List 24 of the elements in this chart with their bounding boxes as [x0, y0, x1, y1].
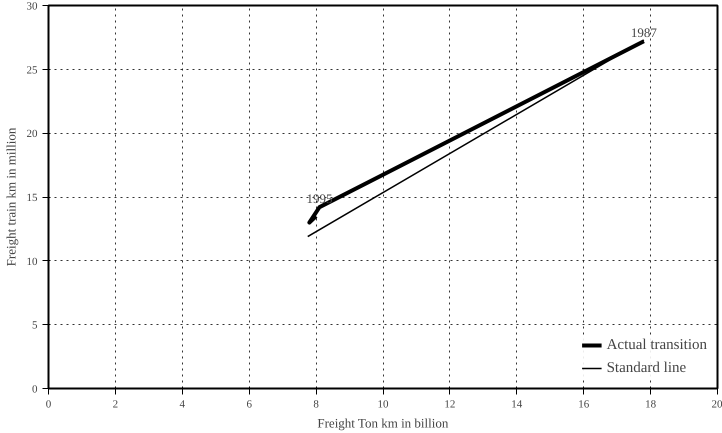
x-tick-label: 4: [180, 398, 186, 410]
x-tick-label: 20: [712, 398, 722, 410]
y-tick-label: 5: [32, 320, 38, 332]
y-tick-label: 25: [26, 64, 38, 76]
x-tick-label: 8: [313, 398, 320, 410]
y-tick-label: 0: [32, 384, 38, 396]
x-tick-label: 10: [378, 398, 389, 410]
legend-label: Standard line: [606, 360, 686, 376]
annotation: 1995: [306, 191, 332, 206]
x-tick-label: 14: [511, 398, 523, 410]
y-tick-label: 10: [26, 256, 38, 268]
y-tick-label: 20: [26, 128, 38, 140]
x-tick-label: 12: [444, 398, 456, 410]
x-tick-label: 6: [246, 398, 252, 410]
x-axis-title: Freight Ton km in billion: [317, 416, 449, 430]
y-axis-title: Freight train km in million: [4, 127, 18, 266]
y-tick-label: 15: [26, 192, 38, 204]
x-tick-label: 2: [112, 398, 118, 410]
annotation: 1987: [630, 25, 658, 40]
x-tick-label: 18: [645, 398, 657, 410]
y-tick-label: 30: [26, 0, 38, 12]
x-tick-label: 16: [578, 398, 590, 410]
x-tick-label: 0: [46, 398, 52, 410]
legend-label: Actual transition: [606, 336, 707, 354]
